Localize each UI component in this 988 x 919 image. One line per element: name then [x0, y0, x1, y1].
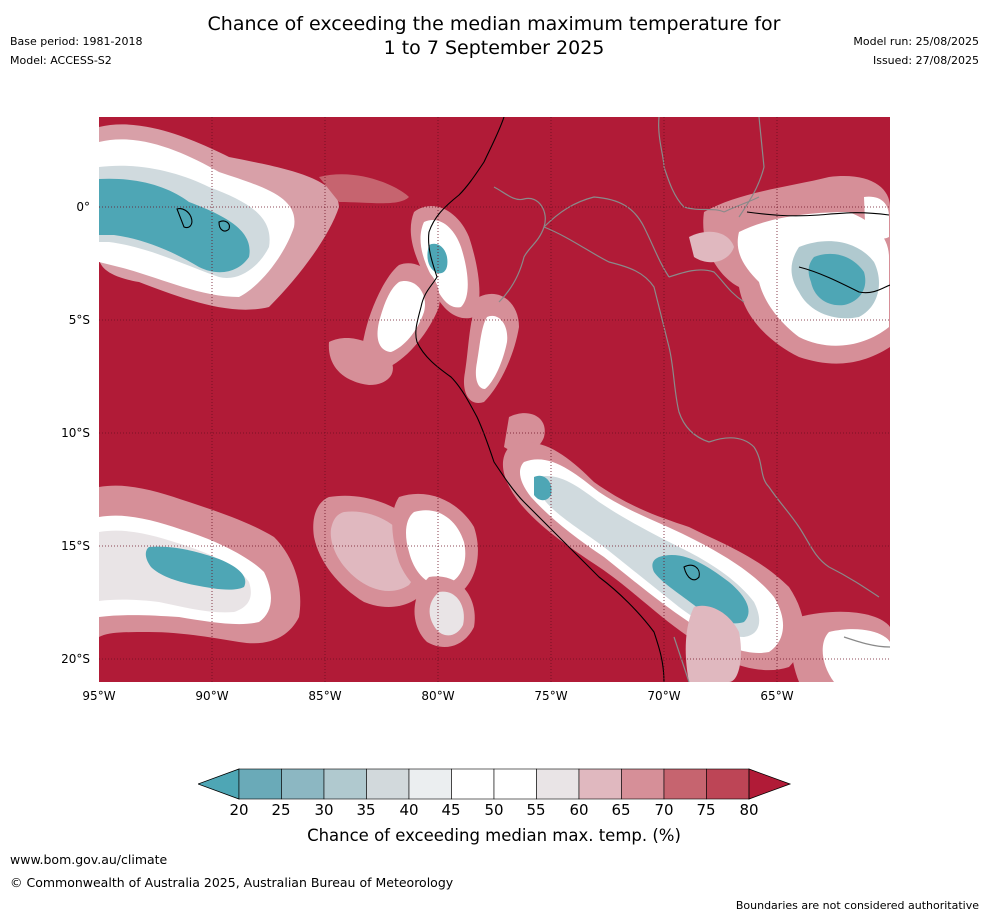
galapagos-anomaly	[99, 124, 409, 310]
lon-label-95w: 95°W	[82, 689, 116, 703]
lat-label-5s: 5°S	[68, 313, 90, 327]
lat-label-15s: 15°S	[61, 539, 90, 553]
colorbar-tick-50: 50	[484, 801, 504, 819]
title-line-2: 1 to 7 September 2025	[383, 37, 605, 59]
colorbar-tick-70: 70	[654, 801, 674, 819]
colorbar-segment	[323, 768, 367, 800]
colorbar-tick-20: 20	[229, 801, 249, 819]
colorbar-segment	[366, 768, 410, 800]
country-boundaries	[493, 117, 890, 682]
colorbar-segment	[238, 768, 282, 800]
colorbar-segment	[281, 768, 325, 800]
colorbar-tick-80: 80	[739, 801, 759, 819]
colorbar-tick-25: 25	[271, 801, 291, 819]
colorbar-segment	[493, 768, 537, 800]
meta-right: Model run: 25/08/2025 Issued: 27/08/2025	[853, 32, 979, 70]
lon-label-65w: 65°W	[760, 689, 794, 703]
colorbar-segment	[578, 768, 622, 800]
altiplano-anomaly	[502, 442, 804, 671]
footer-url: www.bom.gov.au/climate	[10, 852, 168, 867]
colorbar	[198, 768, 792, 800]
lon-label-70w: 70°W	[647, 689, 681, 703]
lon-label-90w: 90°W	[195, 689, 229, 703]
lon-label-75w: 75°W	[534, 689, 568, 703]
coastal-anomalies	[362, 206, 545, 453]
colorbar-segment	[663, 768, 707, 800]
lon-label-80w: 80°W	[421, 689, 455, 703]
lon-label-85w: 85°W	[308, 689, 342, 703]
issued-date: Issued: 27/08/2025	[872, 54, 979, 67]
lat-label-0: 0°	[76, 200, 90, 214]
meta-left: Base period: 1981-2018 Model: ACCESS-S2	[10, 32, 142, 70]
colorbar-tick-55: 55	[526, 801, 546, 819]
colorbar-segment	[536, 768, 580, 800]
colorbar-tick-45: 45	[441, 801, 461, 819]
lat-label-20s: 20°S	[61, 652, 90, 666]
colorbar-arrow-low	[198, 768, 240, 800]
colorbar-segment	[408, 768, 452, 800]
model-name: Model: ACCESS-S2	[10, 54, 112, 67]
amazon-anomaly	[689, 176, 890, 364]
colorbar-tick-35: 35	[356, 801, 376, 819]
forecast-map	[99, 117, 890, 682]
model-run: Model run: 25/08/2025	[853, 35, 979, 48]
graticule	[99, 117, 890, 682]
colorbar-tick-60: 60	[569, 801, 589, 819]
colorbar-tick-75: 75	[696, 801, 716, 819]
colorbar-label: Chance of exceeding median max. temp. (%…	[307, 826, 681, 845]
coastlines	[176, 117, 890, 682]
colorbar-segment	[706, 768, 750, 800]
colorbar-tick-65: 65	[611, 801, 631, 819]
footer-copyright: © Commonwealth of Australia 2025, Austra…	[10, 875, 454, 890]
colorbar-tick-40: 40	[399, 801, 419, 819]
title-line-1: Chance of exceeding the median maximum t…	[207, 13, 781, 35]
lat-label-10s: 10°S	[61, 426, 90, 440]
colorbar-segment	[621, 768, 665, 800]
colorbar-tick-30: 30	[314, 801, 334, 819]
map-title: Chance of exceeding the median maximum t…	[0, 12, 988, 60]
base-period: Base period: 1981-2018	[10, 35, 143, 48]
colorbar-arrow-high	[748, 768, 792, 800]
offshore-anomaly	[99, 337, 890, 682]
colorbar-segment	[451, 768, 495, 800]
footer-note: Boundaries are not considered authoritat…	[735, 899, 979, 912]
